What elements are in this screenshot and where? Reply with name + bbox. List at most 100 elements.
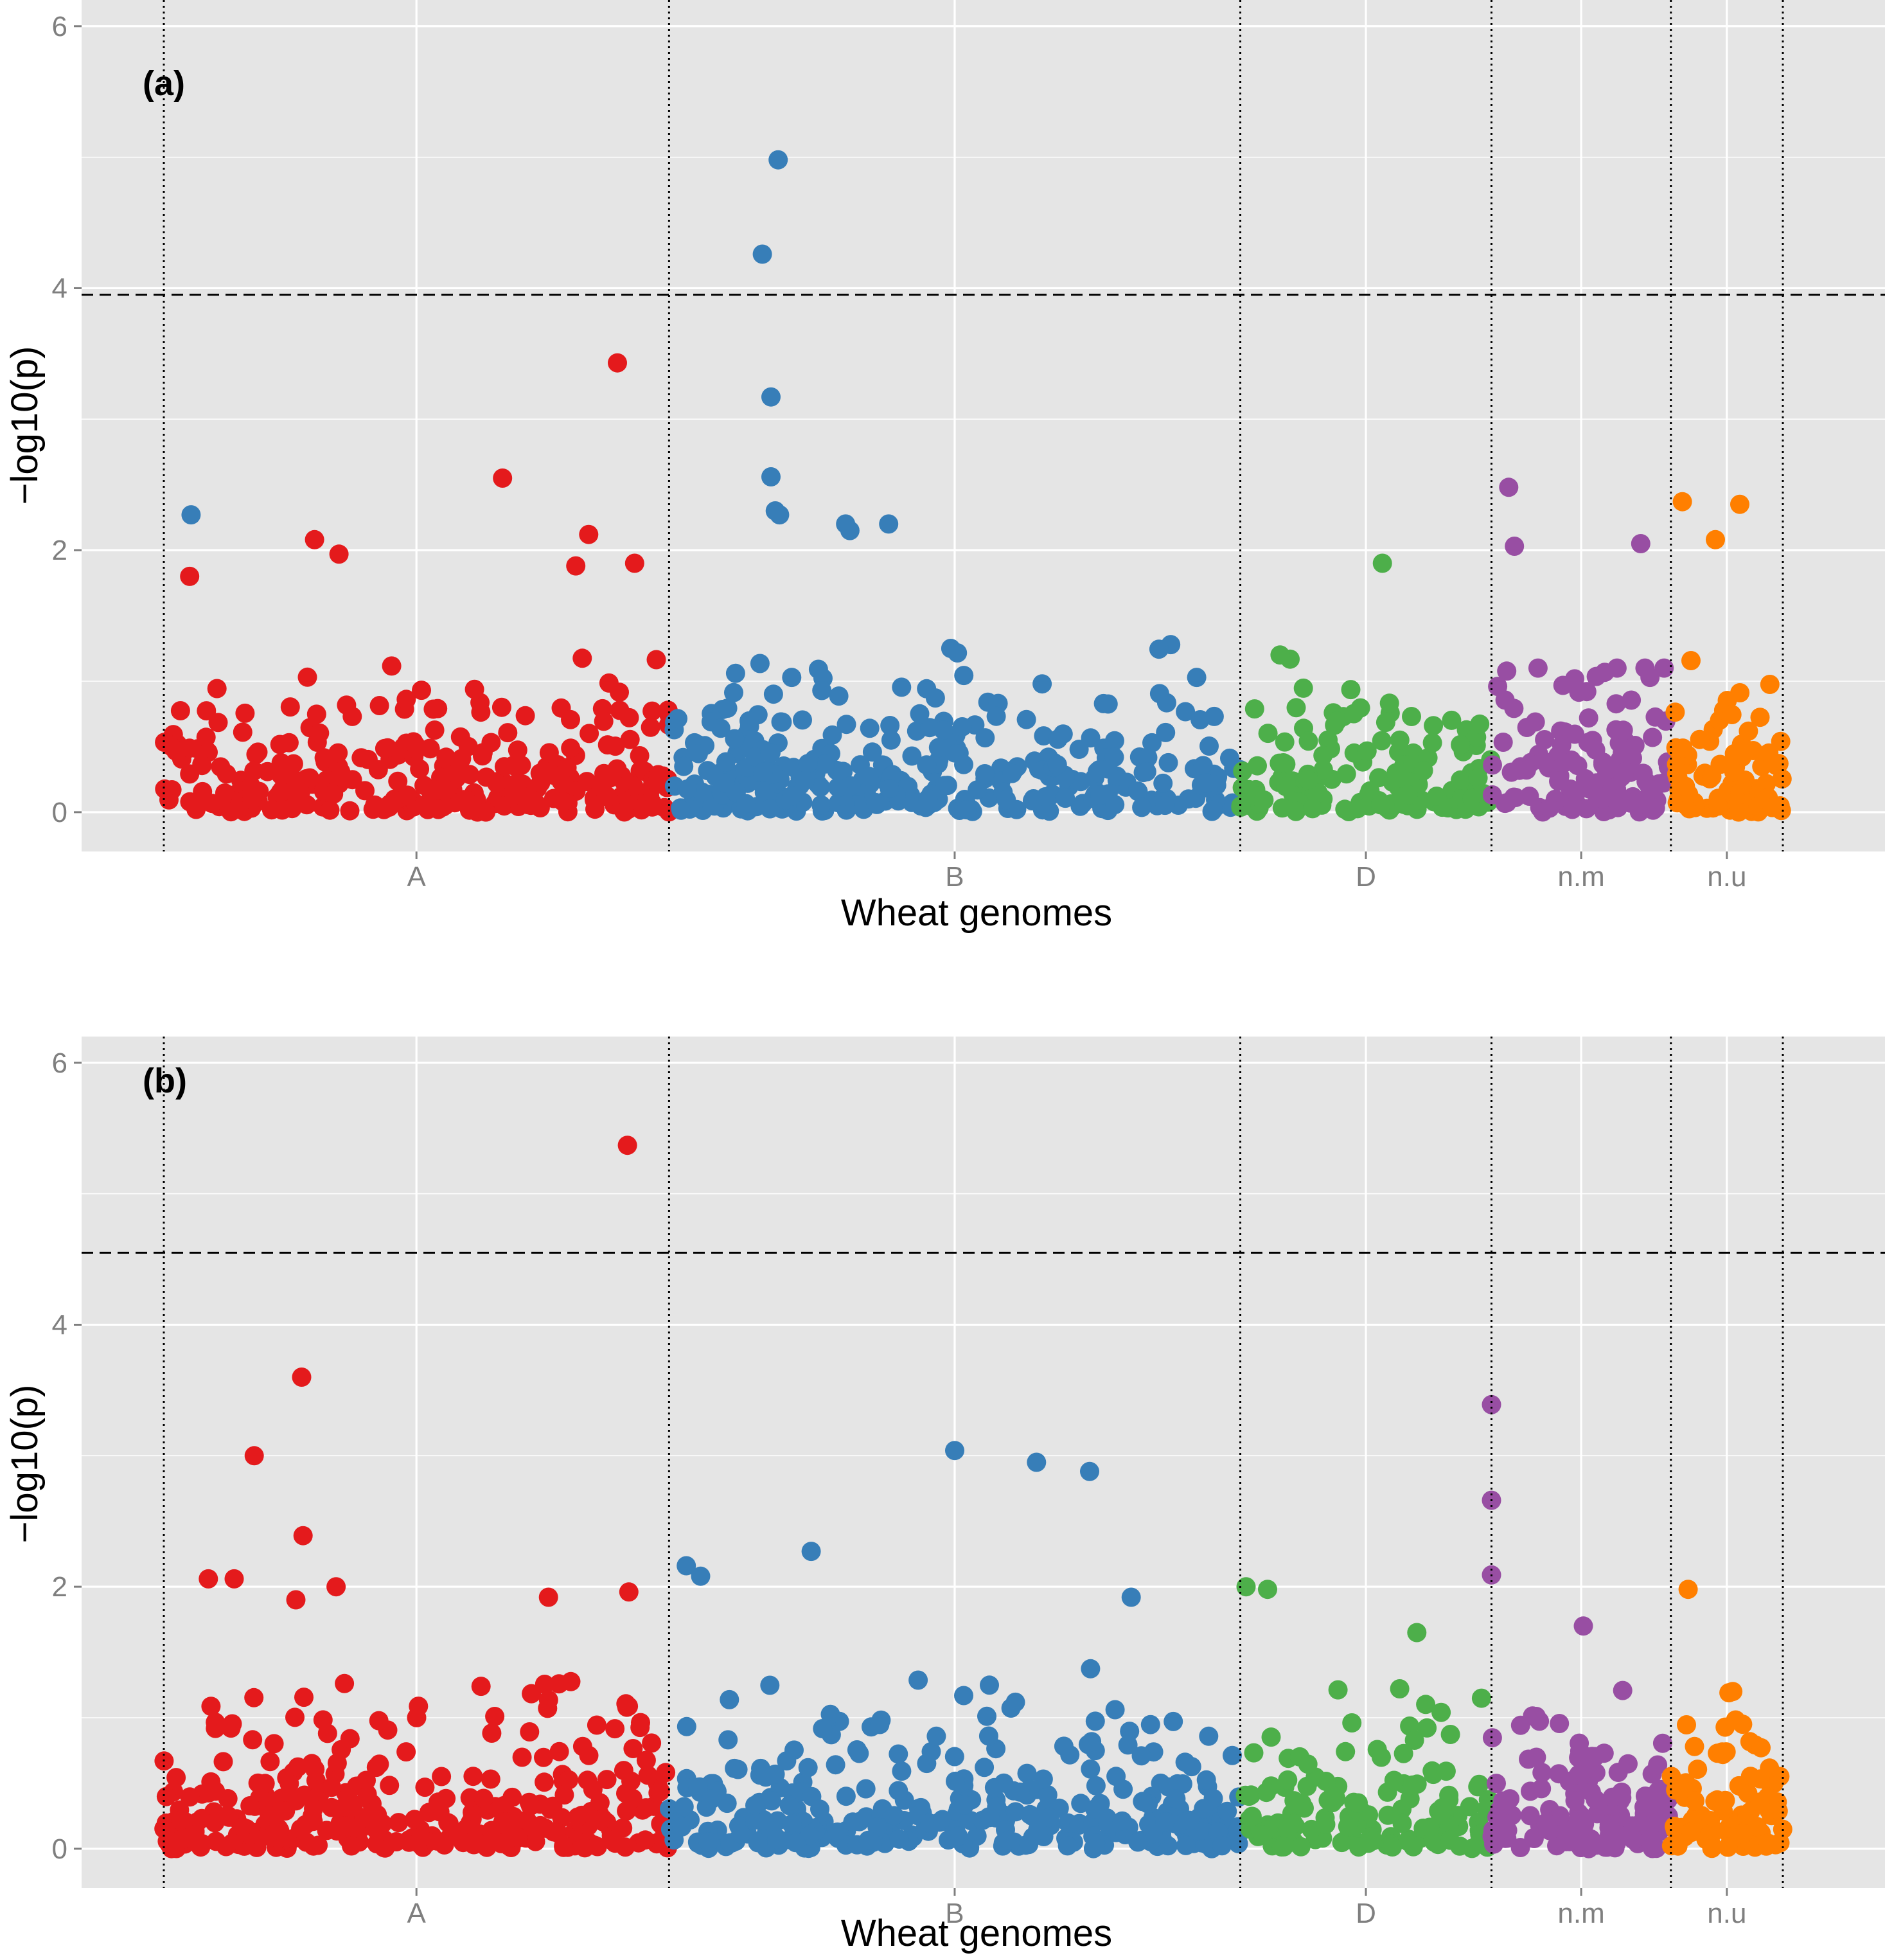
snp-point-B (980, 1808, 1000, 1828)
snp-point-n.u (1730, 683, 1750, 702)
snp-point-D (1398, 785, 1418, 805)
snp-point-n.u (1681, 651, 1701, 670)
snp-point-B (782, 668, 802, 688)
peak-point-B (801, 1542, 821, 1562)
snp-point-A (260, 1752, 280, 1772)
snp-point-D (1275, 732, 1295, 752)
snp-point-D (1442, 710, 1462, 730)
x-axis-title: Wheat genomes (841, 892, 1112, 934)
snp-point-B (736, 794, 756, 814)
snp-point-D (1254, 790, 1274, 810)
snp-point-n.m (1643, 780, 1663, 800)
snp-point-n.m (1532, 1763, 1552, 1783)
snp-point-B (1104, 731, 1124, 751)
snp-point-n.u (1747, 1817, 1767, 1837)
snp-point-n.m (1520, 1806, 1540, 1826)
snp-point-A (279, 733, 299, 753)
snp-point-A (436, 780, 456, 800)
snp-point-A (635, 1830, 655, 1850)
snp-point-D (1278, 1770, 1298, 1790)
snp-point-B (860, 718, 880, 738)
snp-point-n.u (1760, 675, 1780, 694)
peak-point-A (286, 1590, 306, 1610)
snp-point-A (502, 1787, 522, 1807)
snp-point-A (155, 779, 175, 799)
snp-point-B (760, 743, 780, 763)
snp-point-B (1090, 785, 1110, 805)
peak-point-A (538, 1587, 558, 1607)
snp-point-A (579, 1745, 599, 1765)
snp-point-A (197, 701, 217, 721)
peak-point-A (199, 1569, 218, 1589)
snp-point-n.u (1750, 1792, 1770, 1812)
snp-point-n.m (1562, 799, 1582, 819)
snp-point-B (798, 754, 818, 774)
snp-point-B (1176, 702, 1196, 722)
snp-point-B (1156, 722, 1176, 742)
snp-point-A (261, 800, 281, 820)
snp-point-B (1098, 694, 1118, 714)
snp-point-A (583, 1779, 603, 1799)
snp-point-B (858, 1830, 878, 1850)
snp-point-B (1190, 710, 1210, 729)
snp-point-B (998, 1830, 1018, 1850)
snp-point-B (1175, 1752, 1195, 1772)
snp-point-D (1338, 1817, 1358, 1837)
snp-point-D (1404, 1731, 1424, 1750)
snp-point-n.m (1579, 708, 1598, 728)
snp-point-B (782, 1814, 802, 1834)
snp-point-B (1212, 1836, 1232, 1856)
snp-point-B (918, 789, 938, 809)
snp-point-B (753, 762, 773, 782)
snp-point-A (154, 1819, 174, 1839)
snp-point-A (587, 1715, 606, 1735)
snp-point-D (1336, 764, 1356, 784)
snp-point-D (1379, 693, 1399, 713)
snp-point-D (1431, 1805, 1451, 1825)
snp-point-A (335, 1673, 355, 1693)
peak-point-B (1080, 1461, 1099, 1481)
snp-point-D (1424, 1832, 1444, 1852)
snp-point-n.m (1539, 1821, 1559, 1840)
snp-point-B (1199, 1726, 1219, 1746)
snp-point-B (1173, 1774, 1192, 1794)
snp-point-A (202, 794, 222, 814)
y-tick-label: 6 (52, 11, 67, 42)
snp-point-A (638, 1765, 658, 1785)
snp-point-n.m (1607, 658, 1627, 678)
peak-point-A (326, 1577, 346, 1597)
snp-point-n.m (1645, 798, 1665, 818)
snp-point-B (975, 728, 995, 748)
snp-point-B (724, 682, 743, 702)
peak-point-n.m (1482, 1394, 1501, 1414)
snp-point-B (836, 1786, 856, 1806)
snp-point-A (607, 759, 627, 779)
snp-point-n.m (1652, 1733, 1672, 1753)
snp-point-A (491, 697, 511, 717)
snp-point-B (1028, 1821, 1047, 1840)
snp-point-A (646, 650, 666, 670)
y-axis-ticks: 0 2 4 6 (52, 11, 82, 828)
snp-point-B (892, 1761, 912, 1781)
snp-point-n.m (1568, 756, 1588, 776)
snp-point-B (889, 1829, 909, 1849)
snp-point-A (288, 1757, 308, 1777)
snp-point-B (1217, 1801, 1237, 1821)
peak-point-B (1027, 1452, 1047, 1472)
snp-point-n.m (1594, 1743, 1614, 1763)
snp-point-B (1071, 772, 1091, 792)
snp-point-D (1413, 761, 1433, 780)
snp-point-n.m (1565, 1791, 1585, 1811)
snp-point-B (1196, 773, 1216, 793)
snp-point-D (1384, 1770, 1404, 1790)
snp-point-B (954, 666, 974, 686)
snp-point-A (222, 1714, 242, 1734)
snp-point-A (208, 713, 228, 733)
snp-point-B (955, 1795, 975, 1815)
peak-point-D (1407, 1623, 1427, 1643)
snp-point-A (554, 1837, 574, 1857)
snp-point-D (1468, 1777, 1488, 1797)
snp-point-D (1460, 1797, 1480, 1817)
snp-point-A (317, 1724, 337, 1743)
y-tick-label: 2 (52, 1571, 67, 1603)
